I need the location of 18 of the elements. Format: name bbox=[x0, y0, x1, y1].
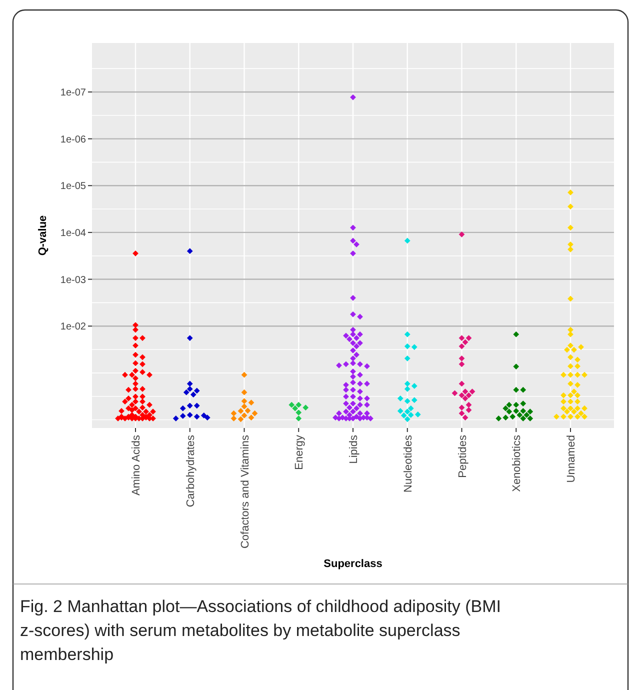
x-tick-label: Amino Acids bbox=[130, 434, 142, 496]
x-tick-label: Xenobiotics bbox=[511, 434, 524, 492]
y-tick-label: 1e-06 bbox=[60, 134, 86, 146]
x-tick-label: Cofactors and Vitamins bbox=[239, 434, 252, 549]
x-tick-label: Carbohydrates bbox=[184, 434, 197, 508]
x-tick-label: Lipids bbox=[348, 434, 360, 464]
y-tick-label: 1e-05 bbox=[60, 181, 86, 192]
y-tick-label: 1e-02 bbox=[60, 322, 86, 333]
x-tick-label: Unnamed bbox=[566, 435, 578, 483]
y-tick-label: 1e-07 bbox=[60, 87, 86, 98]
y-axis-title: Q-value bbox=[37, 215, 49, 256]
y-tick-label: 1e-03 bbox=[60, 274, 86, 286]
y-tick-label: 1e-04 bbox=[60, 228, 86, 239]
x-tick-label: Energy bbox=[294, 434, 306, 470]
x-axis-title: Superclass bbox=[324, 558, 382, 570]
x-tick-label: Nucleotides bbox=[402, 434, 414, 492]
caption: Fig. 2 Manhattan plot—Associations of childhood adiposity (BMI z-scores) with serum metabolites by metabolite superclass membership bbox=[20, 597, 501, 664]
x-tick-label: Peptides bbox=[456, 434, 469, 478]
